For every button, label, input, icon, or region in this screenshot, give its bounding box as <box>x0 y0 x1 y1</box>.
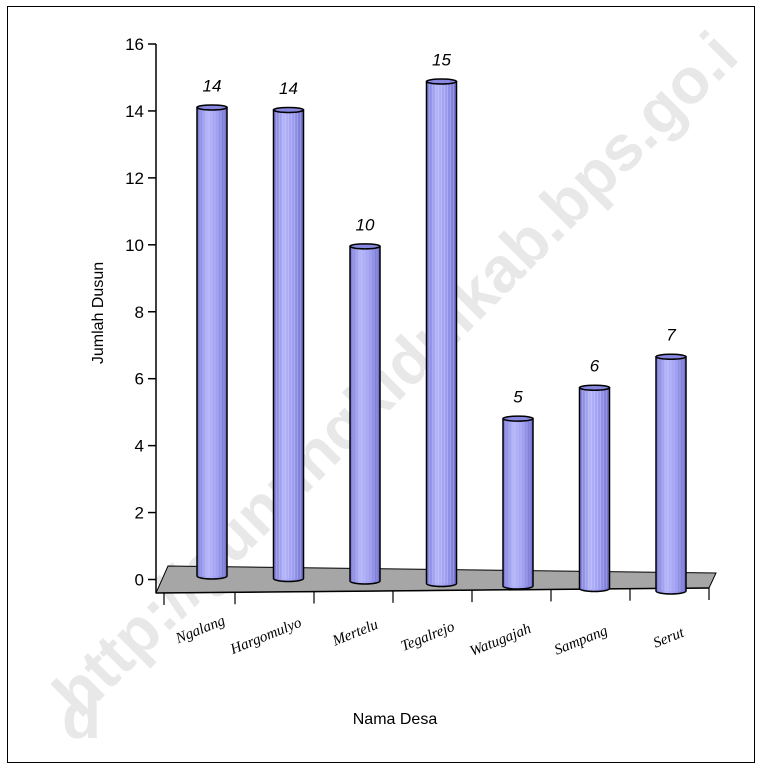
bar-sampang <box>578 384 611 593</box>
bar-top <box>272 106 305 114</box>
y-tick-label: 14 <box>125 102 144 121</box>
category-label: Watugajah <box>468 621 534 660</box>
category-label: Hargomulyo <box>227 615 304 659</box>
bar-body <box>349 245 381 585</box>
bar-body <box>425 80 458 588</box>
data-label: 15 <box>432 50 451 69</box>
watermark-text: http://gunungkidulkab.bps.go.i <box>39 18 751 730</box>
y-tick-label: 0 <box>135 571 144 590</box>
bar-hargomulyo <box>272 106 305 583</box>
bar-top <box>502 415 534 422</box>
bar-body <box>578 386 611 593</box>
category-label: Mertelu <box>330 617 381 650</box>
watermark-text-tail: d <box>62 680 101 752</box>
data-labels: 14 14 10 15 5 6 7 <box>203 50 677 406</box>
y-tick-label: 6 <box>135 370 144 389</box>
y-tick-label: 16 <box>125 35 144 54</box>
y-tick-label: 10 <box>125 236 144 255</box>
bar-serut <box>655 353 687 595</box>
data-label: 14 <box>279 79 298 98</box>
x-axis-line <box>155 587 710 594</box>
y-ticks: 0 2 4 6 8 10 12 14 16 <box>125 35 156 590</box>
y-tick-label: 12 <box>125 169 144 188</box>
data-label: 10 <box>356 215 375 234</box>
category-label: Serut <box>651 625 687 652</box>
bar-body <box>196 106 228 580</box>
bar-body <box>502 417 534 590</box>
bar-top <box>196 104 228 111</box>
data-label: 5 <box>513 388 523 407</box>
bar-watugajah <box>502 415 534 590</box>
bar-ngalang <box>196 104 228 580</box>
x-ticks <box>163 588 710 605</box>
data-label: 6 <box>590 357 600 376</box>
category-label: Sampang <box>552 623 610 659</box>
bar-top <box>655 353 687 360</box>
bar-mertelu <box>349 243 381 585</box>
bar-body <box>655 355 687 595</box>
x-axis-title: Nama Desa <box>353 711 438 728</box>
bar-top <box>349 243 381 250</box>
bar-tegalrejo <box>425 78 458 588</box>
y-tick-label: 2 <box>135 504 144 523</box>
watermark: http://gunungkidulkab.bps.go.i d <box>39 18 751 752</box>
data-label: 14 <box>203 76 222 95</box>
bar-top <box>425 78 458 85</box>
bars <box>196 78 687 595</box>
category-labels: Ngalang Hargomulyo Mertelu Tegalrejo Watugaj… <box>173 613 688 660</box>
y-axis-title: Jumlah Dusun <box>90 262 107 364</box>
y-tick-label: 8 <box>135 303 144 322</box>
bar-top <box>578 384 611 391</box>
data-label: 7 <box>666 326 676 345</box>
y-tick-label: 4 <box>135 437 144 456</box>
chart-frame <box>7 6 755 763</box>
bar-body <box>272 109 305 583</box>
category-label: Tegalrejo <box>399 619 458 655</box>
